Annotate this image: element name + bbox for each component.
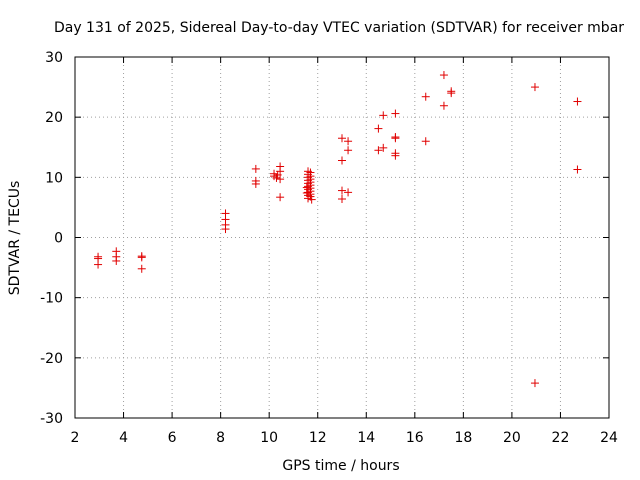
x-tick-label: 4 xyxy=(119,430,128,446)
y-tick-label: -10 xyxy=(40,291,63,307)
x-tick-label: 2 xyxy=(71,430,80,446)
axis-ticks xyxy=(74,56,610,419)
y-tick-label: 20 xyxy=(45,110,63,126)
data-point xyxy=(374,146,383,155)
y-tick-label: -30 xyxy=(40,411,63,427)
data-point xyxy=(379,143,388,152)
data-point xyxy=(137,264,146,273)
data-point xyxy=(137,253,146,262)
data-point xyxy=(276,167,285,176)
data-point xyxy=(307,195,316,204)
data-point xyxy=(344,137,353,146)
x-tick-label: 22 xyxy=(552,430,570,446)
x-tick-label: 8 xyxy=(216,430,225,446)
y-tick-label: 10 xyxy=(45,170,63,186)
data-point xyxy=(338,134,346,143)
data-point xyxy=(530,83,539,92)
y-tick-label: -20 xyxy=(40,351,63,367)
x-tick-label: 14 xyxy=(357,430,375,446)
x-tick-label: 18 xyxy=(454,430,472,446)
data-point xyxy=(573,97,582,106)
x-tick-label: 24 xyxy=(600,430,618,446)
data-point xyxy=(251,164,260,173)
y-tick-label: 30 xyxy=(45,50,63,66)
data-point xyxy=(391,109,400,118)
data-point xyxy=(374,124,383,133)
data-points xyxy=(94,71,582,388)
data-point xyxy=(439,101,448,110)
data-point xyxy=(344,146,353,155)
data-point xyxy=(276,175,285,184)
data-point xyxy=(379,111,388,120)
y-axis-label: SDTVAR / TECUs xyxy=(7,181,23,296)
data-point xyxy=(302,188,311,197)
data-point xyxy=(391,134,400,143)
data-point xyxy=(270,169,279,178)
data-point xyxy=(344,188,353,197)
y-tick-labels: -30 -20 -10 0 10 20 30 xyxy=(40,50,63,427)
data-point xyxy=(338,194,346,203)
data-point xyxy=(391,151,400,160)
data-point xyxy=(94,260,103,269)
x-tick-label: 6 xyxy=(168,430,177,446)
data-point xyxy=(530,379,539,388)
x-tick-label: 10 xyxy=(260,430,278,446)
data-point xyxy=(251,179,260,188)
data-point xyxy=(573,165,582,174)
data-point xyxy=(112,256,121,265)
data-point xyxy=(421,92,430,101)
x-tick-labels: 2 4 6 8 10 12 14 16 18 20 22 24 xyxy=(71,430,618,446)
x-axis-label: GPS time / hours xyxy=(282,458,399,474)
data-point xyxy=(276,193,285,202)
x-tick-label: 16 xyxy=(406,430,424,446)
y-tick-label: 0 xyxy=(54,231,63,247)
x-tick-label: 12 xyxy=(309,430,327,446)
data-point xyxy=(447,89,456,98)
data-point xyxy=(338,186,346,195)
data-point xyxy=(439,71,448,80)
x-tick-label: 20 xyxy=(503,430,521,446)
data-point xyxy=(221,225,230,234)
data-point xyxy=(338,156,346,165)
data-point xyxy=(421,137,430,146)
grid xyxy=(75,57,609,418)
chart-title: Day 131 of 2025, Sidereal Day-to-day VTE… xyxy=(54,20,624,36)
